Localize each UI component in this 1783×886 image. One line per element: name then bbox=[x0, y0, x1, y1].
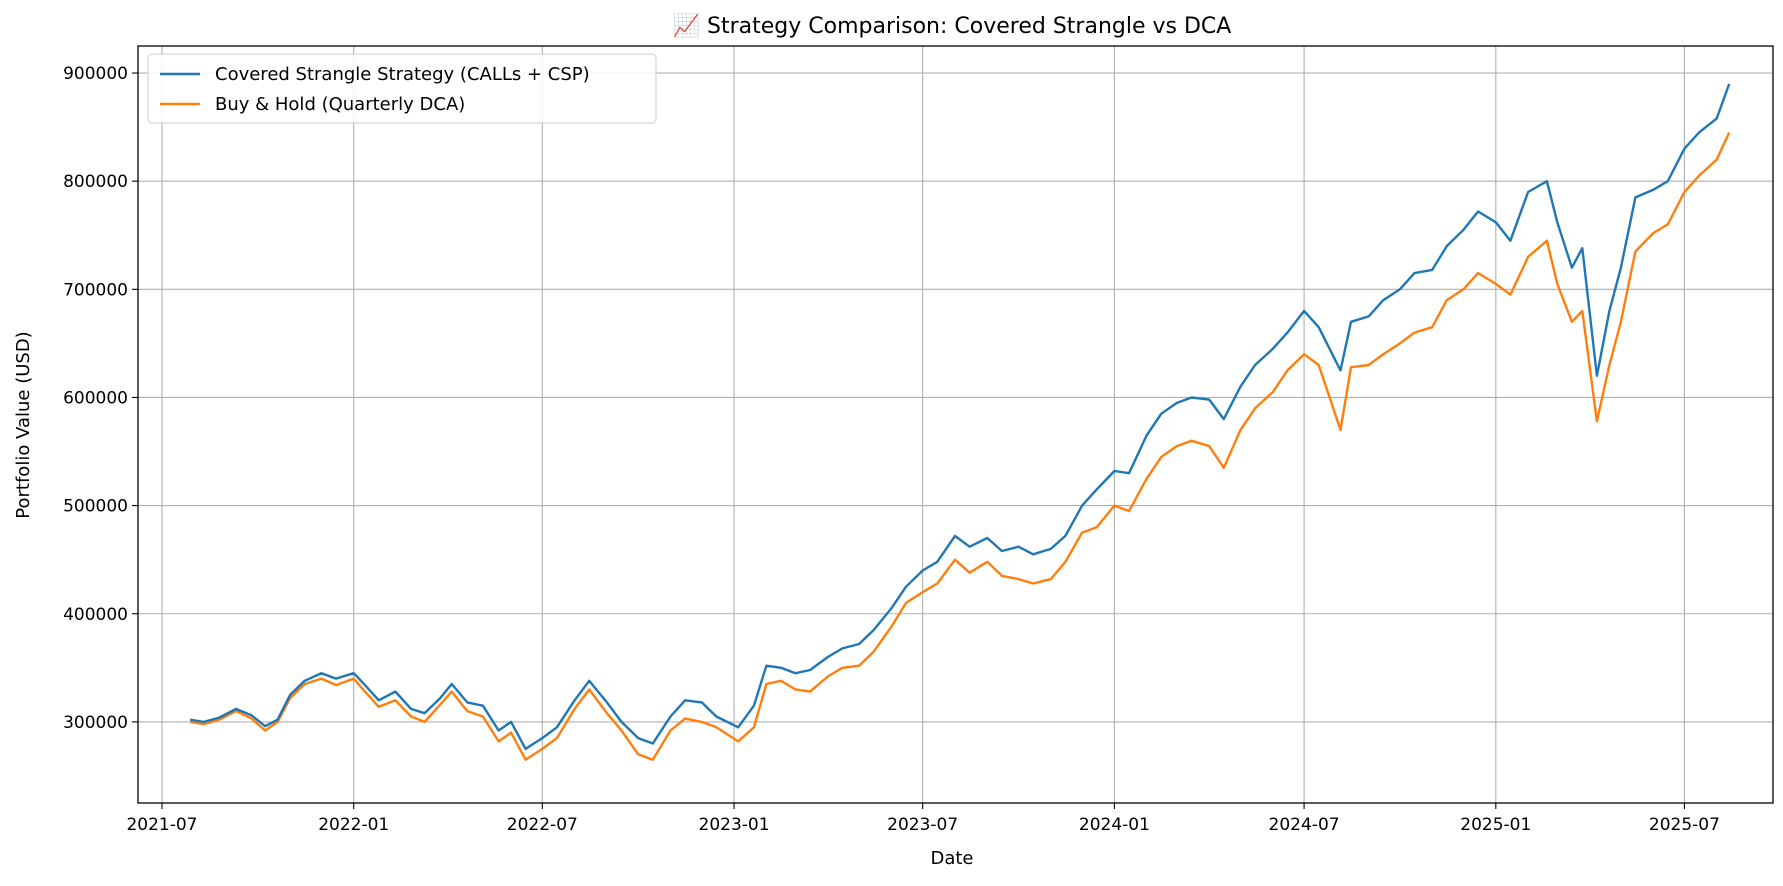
x-tick-label: 2023-07 bbox=[887, 815, 958, 835]
grid bbox=[138, 46, 1773, 803]
y-tick-label: 600000 bbox=[63, 388, 128, 408]
y-tick-label: 800000 bbox=[63, 172, 128, 192]
x-tick-label: 2023-01 bbox=[699, 815, 770, 835]
x-tick-label: 2022-07 bbox=[507, 815, 578, 835]
series-line-covered-strangle bbox=[189, 83, 1731, 751]
y-tick-label: 500000 bbox=[63, 497, 128, 517]
legend-box bbox=[147, 53, 657, 124]
x-tick-label: 2024-07 bbox=[1269, 815, 1340, 835]
x-tick-label: 2025-07 bbox=[1649, 815, 1720, 835]
y-axis: 300000 400000 500000 600000 700000 800000 9000… bbox=[63, 64, 138, 733]
x-tick-label: 2021-07 bbox=[126, 815, 197, 835]
series-line-buy-hold bbox=[189, 131, 1731, 761]
x-axis: 2021-07 2022-01 2022-07 2023-01 2023-07 2024-… bbox=[126, 803, 1720, 835]
y-tick-label: 900000 bbox=[63, 64, 128, 84]
x-axis-title: Date bbox=[930, 848, 973, 869]
legend-label-buy-hold: Buy & Hold (Quarterly DCA) bbox=[215, 94, 465, 115]
y-tick-label: 700000 bbox=[63, 280, 128, 300]
x-tick-label: 2024-01 bbox=[1079, 815, 1150, 835]
y-axis-title: Portfolio Value (USD) bbox=[13, 331, 34, 518]
legend-label-covered-strangle: Covered Strangle Strategy (CALLs + CSP) bbox=[215, 64, 590, 85]
y-tick-label: 300000 bbox=[63, 713, 128, 733]
y-tick-label: 400000 bbox=[63, 605, 128, 625]
legend: Covered Strangle Strategy (CALLs + CSP) … bbox=[147, 53, 657, 124]
plot-frame bbox=[137, 45, 1774, 804]
x-tick-label: 2025-01 bbox=[1460, 815, 1531, 835]
series-lines bbox=[189, 83, 1731, 761]
x-tick-label: 2022-01 bbox=[318, 815, 389, 835]
chart-title: 📈 Strategy Comparison: Covered Strangle … bbox=[673, 13, 1232, 39]
